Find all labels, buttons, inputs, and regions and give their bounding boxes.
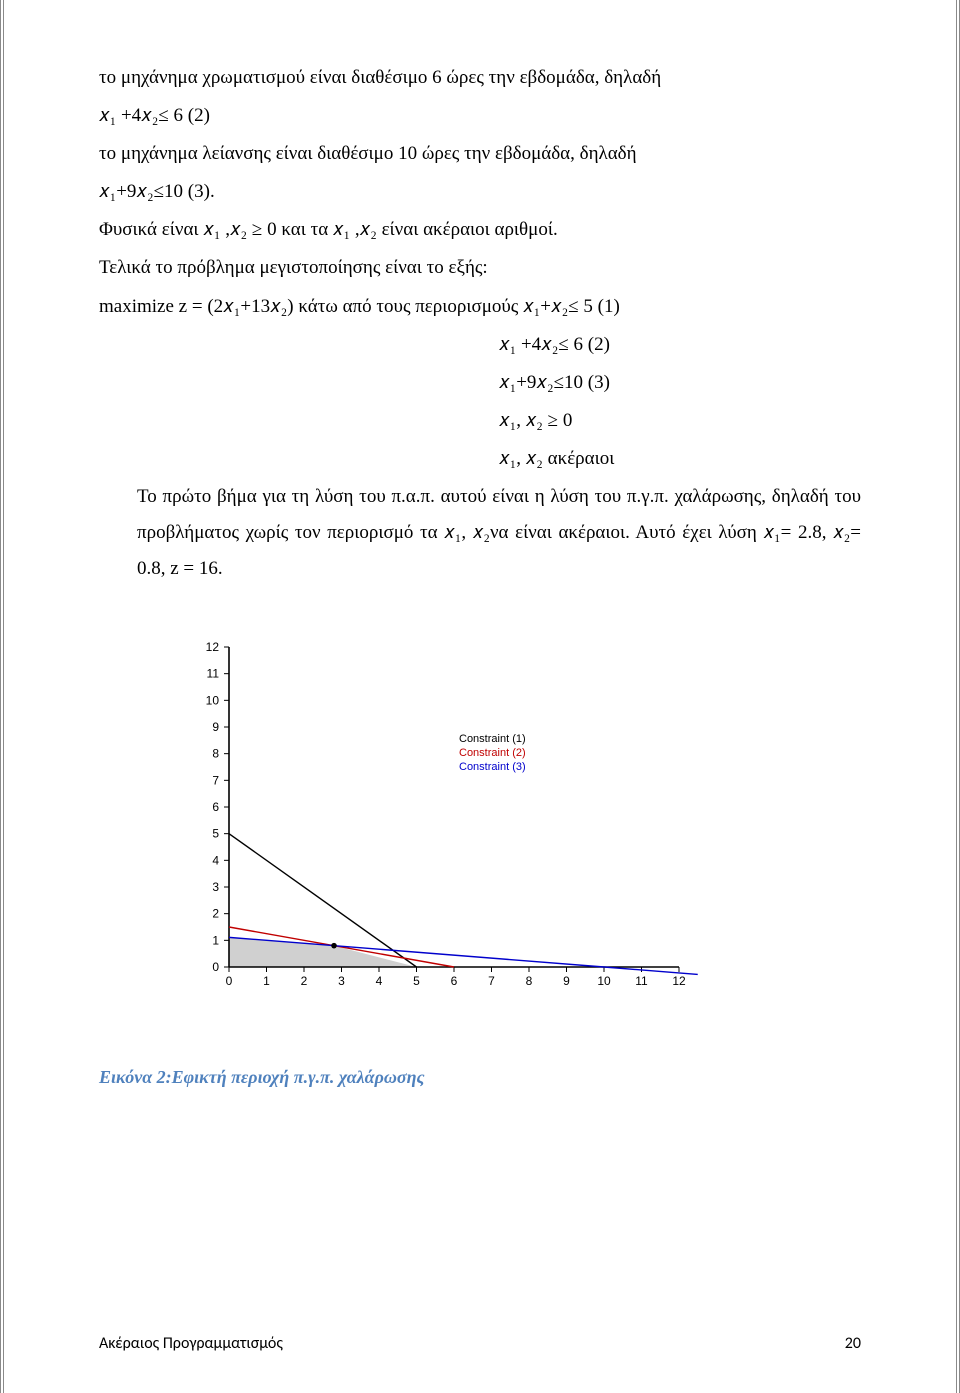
line-c3-ext [604,967,698,974]
footer-page-number: 20 [845,1334,861,1353]
integer: 𝑥₁, 𝑥₂ ακέραιοι [99,441,861,477]
x-tick-label: 6 [451,974,458,988]
para-5-maximize: maximize z = (2𝑥₁+13𝑥₂) κάτω από τους πε… [99,289,861,325]
y-tick-label: 6 [212,800,219,814]
nonneg: 𝑥₁, 𝑥₂ ≥ 0 [99,403,861,439]
y-tick-label: 9 [212,720,219,734]
feasible-region [229,938,417,968]
x-tick-label: 4 [376,974,383,988]
equation-3a: 𝑥₁+9𝑥₂≤10 (3). [99,174,861,210]
legend-item: Constraint (3) [459,761,526,773]
feasibility-chart: 01234567891011120123456789101112Constrai… [169,627,709,1007]
legend-item: Constraint (2) [459,747,526,759]
x-tick-label: 11 [635,974,648,988]
y-tick-label: 5 [212,827,219,841]
x-tick-label: 7 [488,974,495,988]
y-tick-label: 7 [212,774,219,788]
para-3: Φυσικά είναι 𝑥₁ ,𝑥₂ ≥ 0 και τα 𝑥₁ ,𝑥₂ εί… [99,212,861,248]
x-tick-label: 3 [338,974,345,988]
constraint-2: 𝑥₁ +4𝑥₂≤ 6 (2) [99,327,861,363]
x-tick-label: 8 [526,974,533,988]
x-tick-label: 10 [597,974,611,988]
x-tick-label: 5 [413,974,420,988]
para-2: το μηχάνημα λείανσης είναι διαθέσιμο 10 … [99,136,861,172]
body-text: το μηχάνημα χρωματισμού είναι διαθέσιμο … [99,60,861,587]
para-6: Το πρώτο βήμα για τη λύση του π.α.π. αυτ… [137,479,861,587]
page: το μηχάνημα χρωματισμού είναι διαθέσιμο … [0,0,960,1393]
chart-container: 01234567891011120123456789101112Constrai… [169,627,861,1007]
optimal-point [331,943,337,949]
footer-title: Ακέραιος Προγραμματισμός [99,1334,283,1353]
legend-item: Constraint (1) [459,733,526,745]
x-tick-label: 9 [563,974,570,988]
constraint-3: 𝑥₁+9𝑥₂≤10 (3) [99,365,861,401]
x-tick-label: 2 [301,974,308,988]
y-tick-label: 3 [212,880,219,894]
figure-caption: Εικόνα 2:Εφικτή περιοχή π.γ.π. χαλάρωσης [99,1067,861,1088]
y-tick-label: 11 [207,667,220,681]
equation-2: 𝑥₁ +4𝑥₂≤ 6 (2) [99,98,861,134]
y-tick-label: 8 [212,747,219,761]
page-footer: Ακέραιος Προγραμματισμός 20 [99,1334,861,1353]
y-tick-label: 12 [206,640,220,654]
para-1: το μηχάνημα χρωματισμού είναι διαθέσιμο … [99,60,861,96]
indent-block: Το πρώτο βήμα για τη λύση του π.α.π. αυτ… [99,479,861,587]
y-tick-label: 1 [212,934,219,948]
y-tick-label: 2 [212,907,219,921]
y-tick-label: 4 [212,854,219,868]
y-tick-label: 10 [206,694,220,708]
x-tick-label: 12 [672,974,686,988]
para-4: Τελικά το πρόβλημα μεγιστοποίησης είναι … [99,250,861,286]
x-tick-label: 0 [226,974,233,988]
x-tick-label: 1 [263,974,270,988]
y-tick-label: 0 [212,960,219,974]
